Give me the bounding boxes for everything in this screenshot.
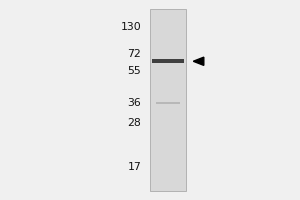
Text: 55: 55 bbox=[127, 66, 141, 76]
Text: 17: 17 bbox=[127, 162, 141, 172]
Text: 130: 130 bbox=[120, 22, 141, 32]
Bar bbox=[156, 102, 180, 104]
Bar bbox=[152, 59, 184, 63]
Polygon shape bbox=[193, 57, 204, 65]
Bar bbox=[150, 9, 186, 191]
Text: 28: 28 bbox=[127, 118, 141, 128]
Text: 72: 72 bbox=[127, 49, 141, 59]
Text: 36: 36 bbox=[127, 98, 141, 108]
